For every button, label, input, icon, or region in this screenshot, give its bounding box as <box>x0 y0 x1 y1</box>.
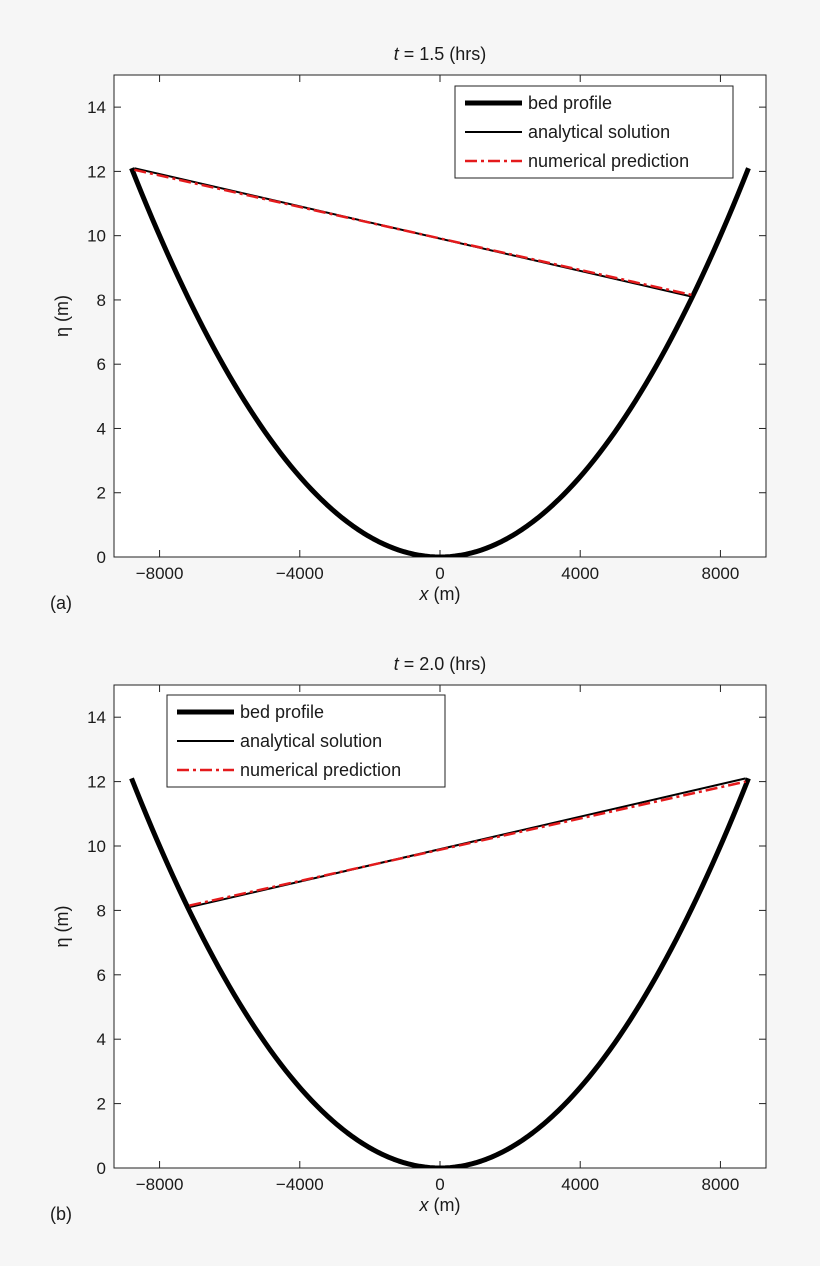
legend-label: numerical prediction <box>528 151 689 171</box>
legend: bed profile analytical solution numerical … <box>166 694 446 788</box>
x-axis-label: x (m) <box>419 584 461 604</box>
chart-panel-a: t = 1.5 (hrs) −8000 −4000 0 4000 8000 0 2 4 6 8 10 1… <box>50 44 767 613</box>
y-tick-label: 0 <box>97 548 106 567</box>
title-variable: t <box>394 654 400 674</box>
y-tick-label: 4 <box>97 419 106 438</box>
title-variable: t <box>394 44 400 64</box>
numerical-prediction-line <box>189 780 746 907</box>
x-tick-label: 8000 <box>702 564 740 583</box>
x-tick-label: 0 <box>435 1175 444 1194</box>
numerical-prediction-line <box>134 168 693 297</box>
y-tick-label: 2 <box>97 1095 106 1114</box>
panel-label: (a) <box>50 593 72 613</box>
y-tick-label: 6 <box>97 355 106 374</box>
y-tick-label: 8 <box>97 901 106 920</box>
x-tick-label: 0 <box>435 564 444 583</box>
plot-lines <box>129 777 751 1168</box>
legend: bed profile analytical solution numerical … <box>454 85 734 179</box>
y-tick-label: 6 <box>97 966 106 985</box>
x-tick-label: −4000 <box>276 1175 324 1194</box>
x-tick-label: 4000 <box>561 564 599 583</box>
legend-label: analytical solution <box>528 122 670 142</box>
plot-lines <box>129 167 751 557</box>
y-axis-label: η (m) <box>52 295 72 337</box>
x-tick-label: −8000 <box>136 564 184 583</box>
chart-title: t = 1.5 (hrs) <box>394 44 487 64</box>
title-text: = 1.5 (hrs) <box>399 44 487 64</box>
y-tick-label: 10 <box>87 227 106 246</box>
y-tick-label: 10 <box>87 837 106 856</box>
x-tick-label: 8000 <box>702 1175 740 1194</box>
panel-label: (b) <box>50 1204 72 1224</box>
legend-label: analytical solution <box>240 731 382 751</box>
x-axis-variable: x <box>419 584 430 604</box>
y-tick-label: 12 <box>87 773 106 792</box>
legend-label: bed profile <box>240 702 324 722</box>
y-tick-label: 4 <box>97 1030 106 1049</box>
x-tick-label: −8000 <box>136 1175 184 1194</box>
legend-label: numerical prediction <box>240 760 401 780</box>
x-axis-label: x (m) <box>419 1195 461 1215</box>
y-tick-label: 14 <box>87 708 106 727</box>
y-tick-label: 2 <box>97 484 106 503</box>
x-tick-label: −4000 <box>276 564 324 583</box>
y-axis-label: η (m) <box>52 906 72 948</box>
y-tick-label: 0 <box>97 1159 106 1178</box>
x-axis-variable: x <box>419 1195 430 1215</box>
chart-panel-b: t = 2.0 (hrs) −8000 −4000 0 4000 8000 0 2 4 6 8 10 1… <box>50 654 767 1224</box>
bed-profile-line <box>129 167 751 557</box>
title-text: = 2.0 (hrs) <box>399 654 487 674</box>
y-tick-label: 14 <box>87 98 106 117</box>
legend-label: bed profile <box>528 93 612 113</box>
x-axis-unit: (m) <box>429 1195 461 1215</box>
bed-profile-line <box>129 777 751 1168</box>
y-tick-label: 12 <box>87 162 106 181</box>
x-axis-unit: (m) <box>429 584 461 604</box>
x-tick-label: 4000 <box>561 1175 599 1194</box>
y-tick-label: 8 <box>97 291 106 310</box>
chart-title: t = 2.0 (hrs) <box>394 654 487 674</box>
